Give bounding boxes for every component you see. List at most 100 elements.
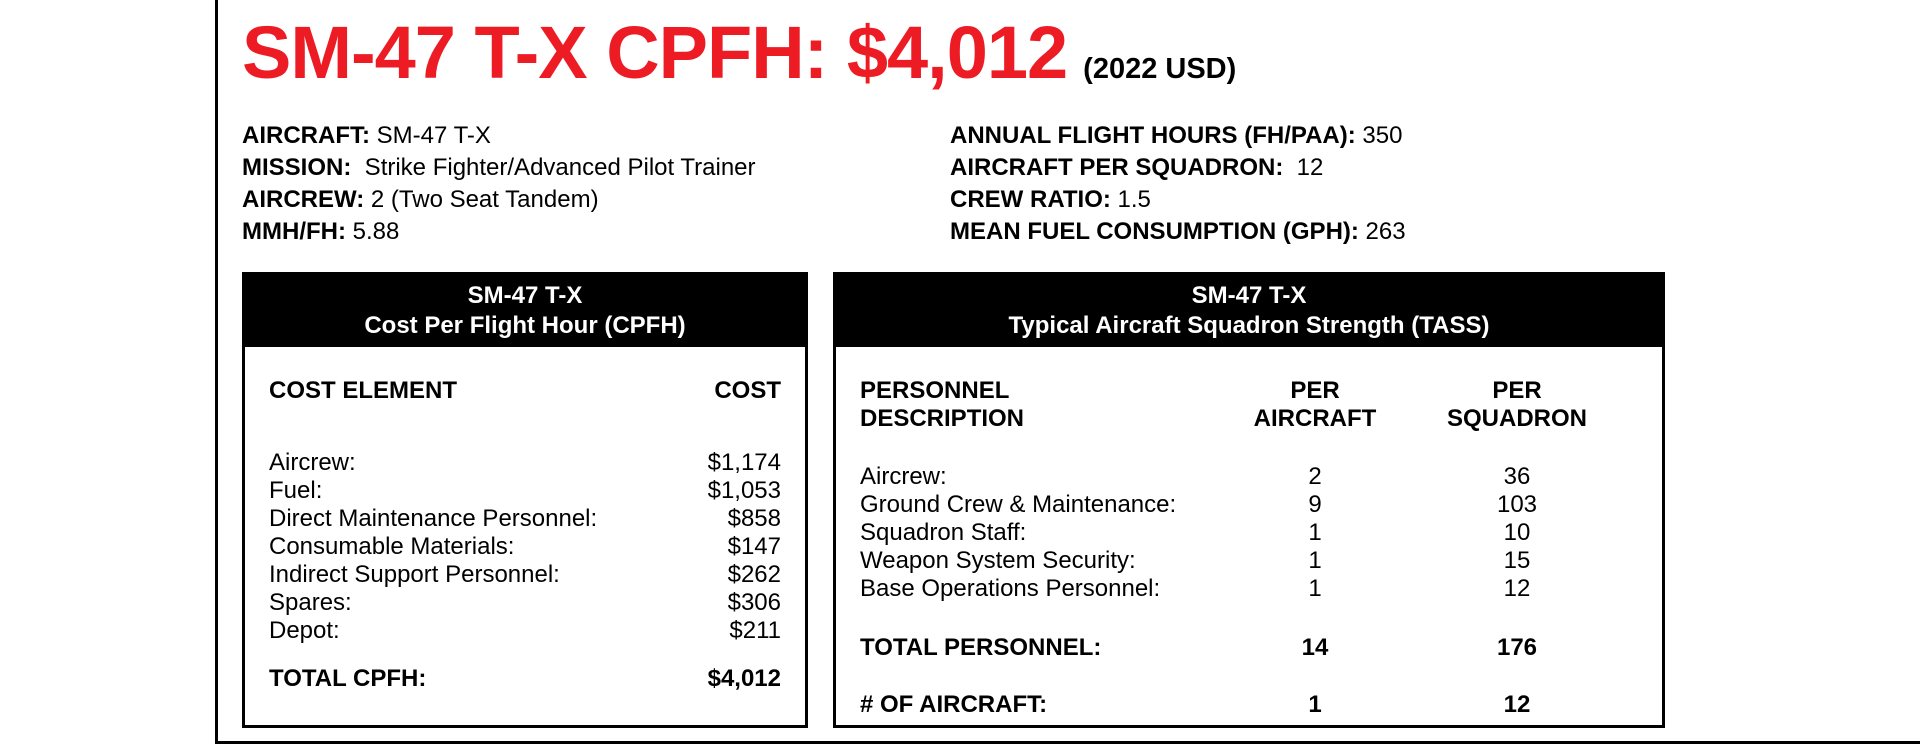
spec-line: MEAN FUEL CONSUMPTION (GPH): 263 <box>950 216 1406 248</box>
tass-col-per-aircraft: PER AIRCRAFT <box>1253 377 1377 432</box>
cpfh-col-element: COST ELEMENT <box>269 377 458 404</box>
cpfh-table-body: COST ELEMENT COST Aircrew: $1,174 Fuel: … <box>245 347 805 693</box>
cost-value: $262 <box>727 561 781 588</box>
cpfh-column-headers: COST ELEMENT COST <box>269 377 781 405</box>
tass-table-header-line1: SM-47 T-X <box>1191 282 1307 309</box>
spec-label: MISSION: <box>242 154 352 181</box>
per-aircraft-value: 1 <box>1308 547 1322 574</box>
cost-value: $147 <box>727 533 781 560</box>
tass-total-label: TOTAL PERSONNEL: <box>860 634 1102 661</box>
spec-list-right: ANNUAL FLIGHT HOURS (FH/PAA): 350 AIRCRAF… <box>950 120 1406 248</box>
spec-label: AIRCRAFT PER SQUADRON: <box>950 154 1284 181</box>
personnel-description: Weapon System Security: <box>860 547 1136 574</box>
cost-value: $1,053 <box>707 477 781 504</box>
tass-aircraft-count-row: # OF AIRCRAFT: 1 12 <box>860 691 1602 719</box>
tass-table-header-line2: Typical Aircraft Squadron Strength (TASS… <box>1008 312 1490 339</box>
spec-line: AIRCRAFT: SM-47 T-X <box>242 120 756 152</box>
cpfh-table-row: Spares: $306 <box>269 589 781 617</box>
cpfh-total-row: TOTAL CPFH: $4,012 <box>269 665 781 693</box>
cost-value: $1,174 <box>707 449 781 476</box>
tass-table-body: PERSONNEL DESCRIPTION PER AIRCRAFT PER S… <box>836 347 1662 719</box>
cpfh-table-row: Consumable Materials: $147 <box>269 533 781 561</box>
aircraft-count-per-squadron: 12 <box>1503 691 1531 718</box>
spec-value: 263 <box>1358 218 1406 245</box>
tass-table-row: Base Operations Personnel: 1 12 <box>860 575 1602 603</box>
cpfh-table-row: Fuel: $1,053 <box>269 477 781 505</box>
tass-rows: Aircrew: 2 36 Ground Crew & Maintenance:… <box>860 463 1602 603</box>
spec-value: 350 <box>1355 122 1403 149</box>
cpfh-col-cost: COST <box>714 377 781 404</box>
cpfh-table-header: SM-47 T-X Cost Per Flight Hour (CPFH) <box>245 275 805 347</box>
tass-table: SM-47 T-X Typical Aircraft Squadron Stre… <box>833 272 1665 728</box>
per-squadron-value: 12 <box>1503 575 1531 602</box>
cpfh-table-row: Direct Maintenance Personnel: $858 <box>269 505 781 533</box>
cpfh-table-row: Aircrew: $1,174 <box>269 449 781 477</box>
tass-table-row: Ground Crew & Maintenance: 9 103 <box>860 491 1602 519</box>
tass-total-row: TOTAL PERSONNEL: 14 176 <box>860 634 1602 662</box>
spec-value: 12 <box>1283 154 1324 181</box>
cpfh-total-label: TOTAL CPFH: <box>269 665 427 692</box>
cpfh-table-header-line1: SM-47 T-X <box>467 282 583 309</box>
spec-line: ANNUAL FLIGHT HOURS (FH/PAA): 350 <box>950 120 1406 152</box>
cpfh-rows: Aircrew: $1,174 Fuel: $1,053 Direct Main… <box>269 449 781 645</box>
spacer <box>269 405 781 449</box>
spacer <box>860 603 1602 634</box>
page-title-main: SM-47 T-X CPFH: $4,012 <box>242 11 1068 94</box>
spec-line: CREW RATIO: 1.5 <box>950 184 1406 216</box>
spec-value: 2 (Two Seat Tandem) <box>364 186 599 213</box>
spec-value: 5.88 <box>345 218 400 245</box>
spec-line: AIRCREW: 2 (Two Seat Tandem) <box>242 184 756 216</box>
aircraft-count-label: # OF AIRCRAFT: <box>860 691 1048 718</box>
per-aircraft-value: 1 <box>1308 519 1322 546</box>
cost-value: $211 <box>729 617 781 644</box>
cost-element-label: Indirect Support Personnel: <box>269 561 560 588</box>
page-title-suffix: (2022 USD) <box>1083 53 1237 85</box>
spec-line: AIRCRAFT PER SQUADRON: 12 <box>950 152 1406 184</box>
per-squadron-value: 10 <box>1503 519 1531 546</box>
personnel-description: Base Operations Personnel: <box>860 575 1161 602</box>
spec-label: MEAN FUEL CONSUMPTION (GPH): <box>950 218 1359 245</box>
per-aircraft-value: 1 <box>1308 575 1322 602</box>
per-aircraft-value: 9 <box>1308 491 1322 518</box>
cpfh-table-header-line2: Cost Per Flight Hour (CPFH) <box>364 312 686 339</box>
spacer <box>860 433 1602 463</box>
spec-label: ANNUAL FLIGHT HOURS (FH/PAA): <box>950 122 1356 149</box>
cost-element-label: Fuel: <box>269 477 323 504</box>
cpfh-total-value: $4,012 <box>707 665 781 692</box>
personnel-description: Ground Crew & Maintenance: <box>860 491 1177 518</box>
cpfh-table-row: Depot: $211 <box>269 617 781 645</box>
tass-column-headers: PERSONNEL DESCRIPTION PER AIRCRAFT PER S… <box>860 377 1602 433</box>
spec-value: 1.5 <box>1110 186 1151 213</box>
tass-table-row: Weapon System Security: 1 15 <box>860 547 1602 575</box>
per-squadron-value: 103 <box>1496 491 1538 518</box>
cost-element-label: Aircrew: <box>269 449 356 476</box>
page-bottom-border-line <box>215 741 1920 744</box>
cost-value: $306 <box>727 589 781 616</box>
spec-line: MISSION: Strike Fighter/Advanced Pilot T… <box>242 152 756 184</box>
tass-col-description: PERSONNEL DESCRIPTION <box>860 377 1025 432</box>
tass-table-row: Squadron Staff: 1 10 <box>860 519 1602 547</box>
spec-label: CREW RATIO: <box>950 186 1111 213</box>
spacer <box>269 645 781 665</box>
spec-label: AIRCRAFT: <box>242 122 370 149</box>
per-squadron-value: 15 <box>1503 547 1531 574</box>
aircraft-count-per-aircraft: 1 <box>1308 691 1322 718</box>
personnel-description: Aircrew: <box>860 463 947 490</box>
tass-table-header: SM-47 T-X Typical Aircraft Squadron Stre… <box>836 275 1662 347</box>
tass-table-row: Aircrew: 2 36 <box>860 463 1602 491</box>
spec-list-left: AIRCRAFT: SM-47 T-X MISSION: Strike Fight… <box>242 120 756 248</box>
cost-element-label: Depot: <box>269 617 340 644</box>
cpfh-table: SM-47 T-X Cost Per Flight Hour (CPFH) CO… <box>242 272 808 728</box>
per-squadron-value: 36 <box>1503 463 1531 490</box>
spec-label: MMH/FH: <box>242 218 346 245</box>
tass-col-per-squadron: PER SQUADRON <box>1446 377 1587 432</box>
spacer <box>860 662 1602 691</box>
page-title: SM-47 T-X CPFH: $4,012 (2022 USD) <box>242 10 1236 95</box>
spec-label: AIRCREW: <box>242 186 365 213</box>
per-aircraft-value: 2 <box>1308 463 1322 490</box>
cpfh-table-row: Indirect Support Personnel: $262 <box>269 561 781 589</box>
cost-element-label: Direct Maintenance Personnel: <box>269 505 598 532</box>
spec-value: SM-47 T-X <box>369 122 491 149</box>
spec-line: MMH/FH: 5.88 <box>242 216 756 248</box>
